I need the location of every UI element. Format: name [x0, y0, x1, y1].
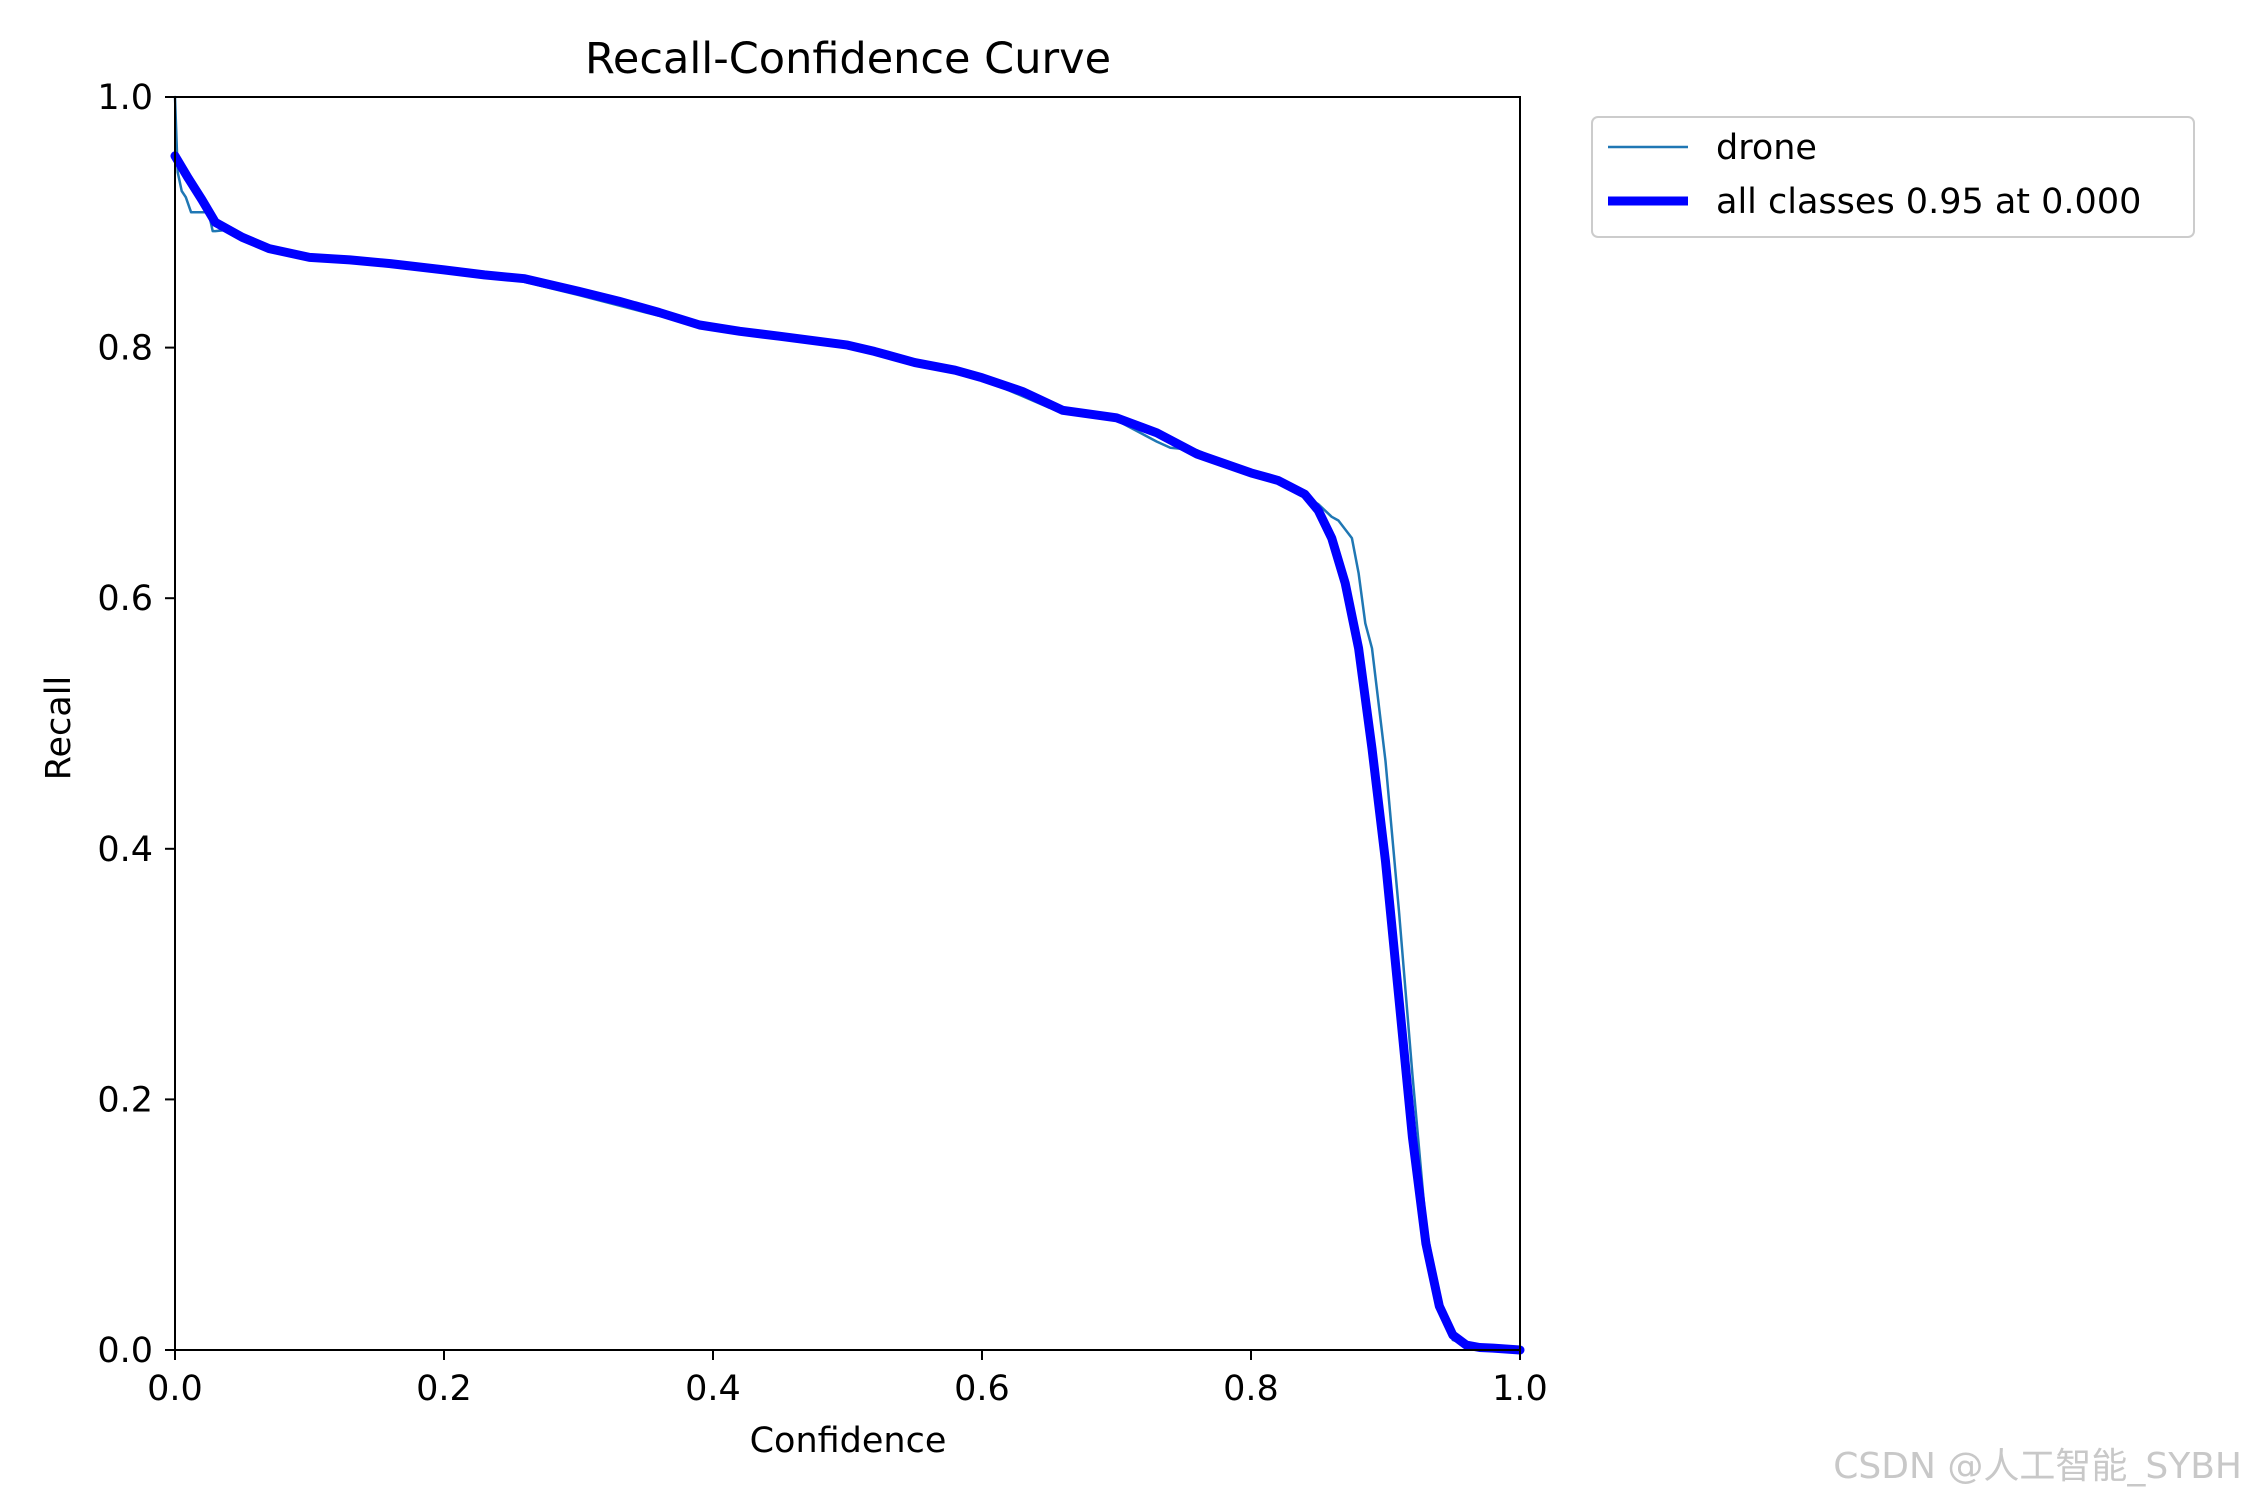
- y-axis-ticks: 0.0 0.2 0.4 0.6 0.8 1.0: [97, 78, 175, 1371]
- x-tick-label: 0.2: [416, 1369, 472, 1409]
- legend-label-all-classes: all classes 0.95 at 0.000: [1716, 182, 2141, 222]
- chart-title: Recall-Confidence Curve: [585, 34, 1111, 84]
- x-tick-label: 0.0: [147, 1369, 203, 1409]
- y-tick-label: 0.4: [97, 830, 153, 870]
- series-layer: [170, 95, 1525, 1355]
- x-axis-ticks: 0.0 0.2 0.4 0.6 0.8 1.0: [147, 1350, 1548, 1409]
- y-tick-label: 0.8: [97, 329, 153, 369]
- legend: drone all classes 0.95 at 0.000: [1591, 116, 2195, 238]
- plot-area: [170, 95, 1525, 1355]
- y-axis-label: Recall: [39, 676, 79, 780]
- y-tick-label: 0.0: [97, 1331, 153, 1371]
- legend-label-drone: drone: [1716, 128, 1817, 168]
- y-tick-label: 1.0: [97, 78, 153, 118]
- plot-frame: [174, 96, 1521, 1351]
- watermark: CSDN @人工智能_SYBH: [1833, 1446, 2242, 1487]
- x-tick-label: 0.4: [685, 1369, 741, 1409]
- x-axis-label: Confidence: [750, 1421, 947, 1461]
- x-tick-label: 0.6: [954, 1369, 1010, 1409]
- x-tick-label: 0.8: [1223, 1369, 1279, 1409]
- y-tick-label: 0.6: [97, 579, 153, 619]
- series-line-all-classes: [170, 151, 1525, 1355]
- legend-frame: [1591, 116, 2195, 238]
- y-tick-label: 0.2: [97, 1080, 153, 1120]
- x-tick-label: 1.0: [1492, 1369, 1548, 1409]
